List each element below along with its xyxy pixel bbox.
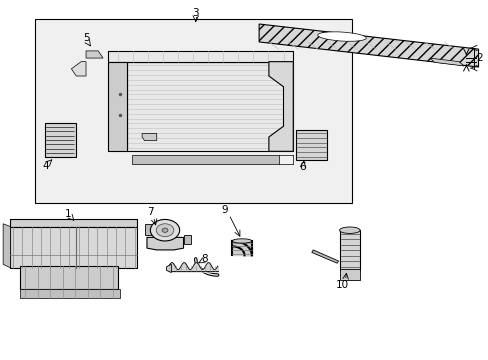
Bar bbox=[20, 266, 118, 289]
Bar bbox=[144, 225, 152, 235]
Polygon shape bbox=[166, 264, 171, 273]
Polygon shape bbox=[259, 24, 478, 67]
Polygon shape bbox=[429, 58, 463, 66]
Circle shape bbox=[162, 228, 167, 232]
Text: 7: 7 bbox=[147, 207, 153, 217]
Bar bbox=[35, 19, 351, 203]
Bar bbox=[339, 230, 359, 270]
Text: 9: 9 bbox=[221, 206, 228, 216]
Polygon shape bbox=[142, 134, 157, 140]
Circle shape bbox=[150, 220, 179, 241]
Text: 6: 6 bbox=[299, 162, 305, 172]
Bar bbox=[132, 155, 278, 164]
Bar bbox=[295, 130, 327, 160]
Text: 1: 1 bbox=[64, 209, 71, 219]
Polygon shape bbox=[147, 237, 183, 250]
Polygon shape bbox=[108, 51, 293, 62]
Text: 2: 2 bbox=[475, 53, 482, 63]
Polygon shape bbox=[127, 62, 293, 151]
Bar bbox=[44, 123, 76, 157]
Ellipse shape bbox=[317, 32, 366, 41]
Text: 8: 8 bbox=[201, 254, 207, 264]
Polygon shape bbox=[71, 62, 86, 76]
Text: 4: 4 bbox=[42, 161, 49, 171]
Polygon shape bbox=[108, 62, 127, 151]
Text: 3: 3 bbox=[192, 8, 199, 18]
Ellipse shape bbox=[339, 227, 359, 233]
Ellipse shape bbox=[232, 239, 251, 243]
Circle shape bbox=[156, 224, 173, 237]
Polygon shape bbox=[20, 289, 120, 298]
Polygon shape bbox=[311, 250, 338, 263]
Polygon shape bbox=[268, 62, 293, 151]
Text: 10: 10 bbox=[335, 280, 348, 290]
Polygon shape bbox=[86, 51, 103, 58]
Polygon shape bbox=[10, 220, 137, 226]
Polygon shape bbox=[3, 224, 10, 268]
Bar bbox=[10, 226, 137, 268]
Bar bbox=[183, 235, 190, 244]
Bar bbox=[339, 269, 359, 280]
Text: 5: 5 bbox=[82, 33, 89, 43]
